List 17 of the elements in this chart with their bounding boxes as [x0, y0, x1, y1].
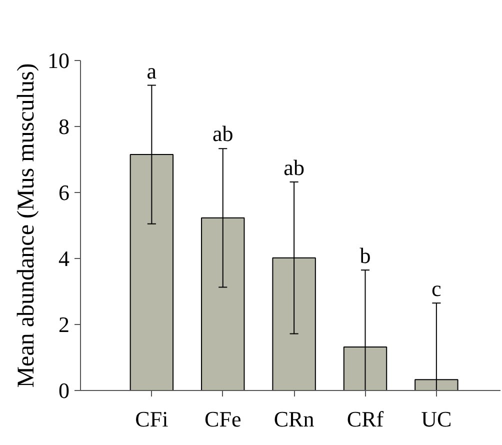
annotation: ab	[212, 120, 234, 146]
x-tick-label: CFe	[204, 406, 242, 432]
x-tick-label: CRn	[274, 406, 314, 432]
annotation: a	[146, 58, 157, 84]
y-tick-label: 2	[58, 312, 70, 337]
y-tick-label: 0	[58, 378, 70, 403]
x-tick-label: CFi	[135, 406, 168, 432]
y-tick-label: 4	[58, 246, 70, 271]
y-axis-title: Mean abundance (Mus musculus)	[14, 63, 40, 388]
x-tick-label: UC	[421, 406, 452, 432]
annotation: ab	[284, 154, 304, 180]
y-tick-label: 6	[58, 180, 70, 205]
annotation: b	[360, 243, 371, 268]
x-tick-label: CRf	[346, 406, 384, 432]
y-tick-label: 10	[48, 48, 70, 73]
annotation: c	[432, 276, 442, 302]
y-tick-label: 8	[58, 114, 70, 139]
